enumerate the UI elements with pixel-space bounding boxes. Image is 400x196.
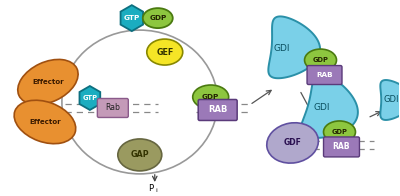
Text: GDI: GDI	[313, 103, 330, 113]
Text: GDP: GDP	[202, 94, 219, 100]
Polygon shape	[80, 86, 100, 110]
Text: GDP: GDP	[312, 57, 328, 63]
Text: GDP: GDP	[332, 129, 348, 135]
Text: GTP: GTP	[124, 15, 140, 21]
Polygon shape	[300, 74, 358, 138]
Text: Effector: Effector	[32, 79, 64, 85]
Text: Rab: Rab	[105, 103, 120, 113]
FancyBboxPatch shape	[307, 65, 342, 84]
Ellipse shape	[267, 123, 318, 163]
Ellipse shape	[147, 39, 183, 65]
Text: GDF: GDF	[284, 138, 302, 147]
Polygon shape	[380, 80, 400, 120]
Polygon shape	[268, 16, 320, 78]
Text: GTP: GTP	[82, 95, 97, 101]
Ellipse shape	[193, 85, 229, 109]
Text: P: P	[148, 184, 153, 193]
FancyBboxPatch shape	[324, 137, 360, 157]
Text: RAB: RAB	[333, 142, 350, 152]
Text: Effector: Effector	[29, 119, 61, 125]
Ellipse shape	[18, 59, 78, 105]
Text: GAP: GAP	[130, 150, 149, 159]
Ellipse shape	[118, 139, 162, 171]
Text: i: i	[155, 188, 157, 193]
Text: GDP: GDP	[149, 15, 166, 21]
Text: GEF: GEF	[156, 48, 173, 57]
Polygon shape	[120, 5, 143, 31]
FancyBboxPatch shape	[97, 99, 128, 117]
Ellipse shape	[304, 49, 336, 71]
Text: RAB: RAB	[316, 72, 333, 78]
FancyBboxPatch shape	[198, 100, 237, 121]
Text: GDI: GDI	[273, 44, 290, 53]
Text: RAB: RAB	[208, 105, 227, 114]
Ellipse shape	[324, 121, 356, 143]
Ellipse shape	[14, 100, 76, 144]
Text: GDI: GDI	[384, 95, 399, 104]
Ellipse shape	[143, 8, 173, 28]
